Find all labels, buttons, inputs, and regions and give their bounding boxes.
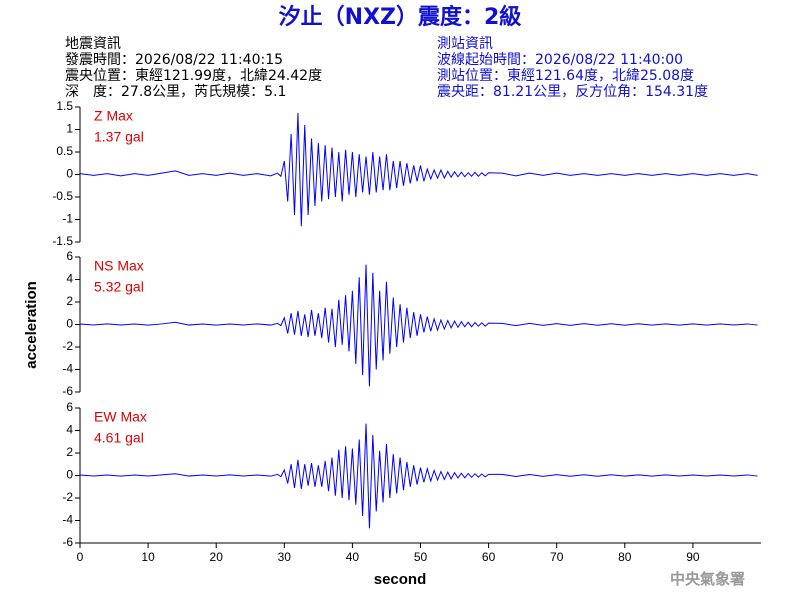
- x-tick-label: 70: [550, 550, 564, 564]
- y-tick-label: 1: [66, 122, 73, 136]
- series-name: EW Max: [94, 409, 147, 425]
- waveform: [79, 112, 758, 227]
- y-tick-label: 2: [66, 445, 73, 459]
- x-tick-label: 60: [482, 550, 496, 564]
- waveform: [79, 423, 758, 529]
- waveform: [79, 264, 758, 387]
- x-tick-label: 0: [77, 550, 84, 564]
- info-line: 地震資訊: [65, 36, 121, 52]
- max-label: 5.32 gal: [94, 279, 144, 295]
- info-line: 波線起始時間：2026/08/22 11:40:00: [437, 52, 683, 68]
- y-tick-label: 0: [66, 167, 73, 181]
- info-line: 震央距：81.21公里，反方位角：154.31度: [437, 84, 708, 100]
- x-tick-label: 20: [210, 550, 224, 564]
- y-tick-label: 4: [66, 423, 73, 437]
- y-tick-label: -6: [62, 535, 73, 549]
- x-axis-label: second: [374, 571, 427, 588]
- info-line: 震央位置：東經121.99度，北緯24.42度: [65, 68, 322, 84]
- y-tick-label: 1.5: [56, 99, 73, 113]
- max-label: 4.61 gal: [94, 430, 144, 446]
- y-tick-label: -4: [62, 362, 73, 376]
- y-tick-label: 6: [66, 400, 73, 414]
- y-tick-label: 0: [66, 317, 73, 331]
- series-name: Z Max: [94, 108, 133, 124]
- y-tick-label: -4: [62, 513, 73, 527]
- x-tick-label: 90: [686, 550, 700, 564]
- info-line: 發震時間：2026/08/22 11:40:15: [65, 52, 283, 68]
- y-tick-label: 6: [66, 249, 73, 263]
- y-tick-label: -2: [62, 339, 73, 353]
- x-tick-label: 30: [278, 550, 292, 564]
- max-label: 1.37 gal: [94, 129, 144, 145]
- y-tick-label: 0: [66, 468, 73, 482]
- y-tick-label: -2: [62, 490, 73, 504]
- x-tick-label: 50: [414, 550, 428, 564]
- y-tick-label: -1.5: [52, 234, 73, 248]
- y-tick-label: 0.5: [56, 144, 73, 158]
- y-tick-label: 2: [66, 294, 73, 308]
- x-tick-label: 80: [618, 550, 632, 564]
- y-tick-label: 4: [66, 272, 73, 286]
- y-tick-label: -0.5: [52, 189, 73, 203]
- y-axis-label: acceleration: [23, 281, 40, 369]
- y-tick-label: -1: [62, 212, 73, 226]
- x-tick-label: 10: [141, 550, 155, 564]
- series-name: NS Max: [94, 258, 144, 274]
- chart-title: 汐止（NXZ）震度：2級: [279, 4, 522, 30]
- info-line: 深 度：27.8公里，芮氏規模：5.1: [65, 83, 286, 100]
- info-line: 測站資訊: [437, 36, 493, 52]
- y-tick-label: -6: [62, 384, 73, 398]
- footer-credit: 中央氣象署: [670, 570, 745, 588]
- info-line: 測站位置：東經121.64度，北緯25.08度: [437, 68, 694, 84]
- x-tick-label: 40: [346, 550, 360, 564]
